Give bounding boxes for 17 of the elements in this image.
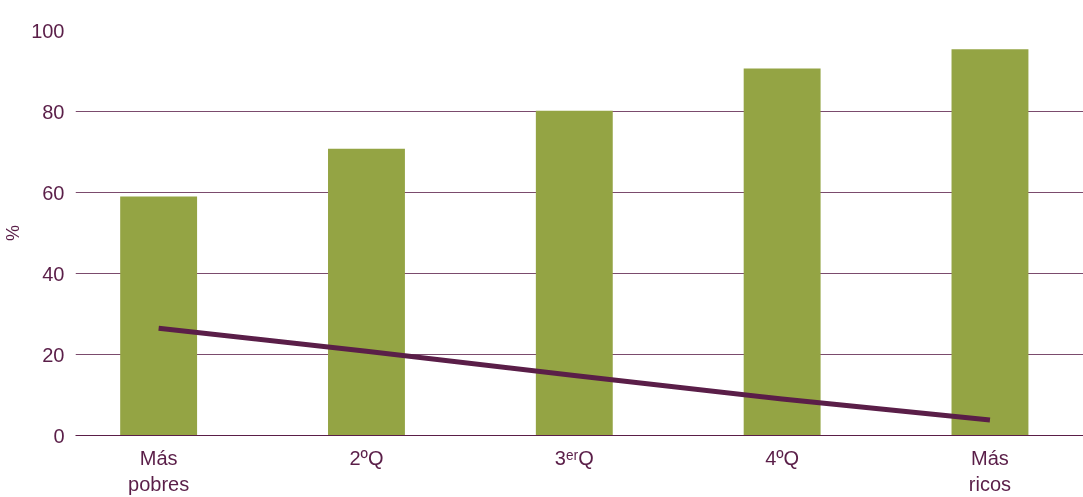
y-tick-label: 60 xyxy=(42,181,65,204)
y-axis-title: % xyxy=(3,224,24,241)
bar xyxy=(535,110,613,436)
y-tick-label: 100 xyxy=(31,19,65,42)
y-tick-label: 20 xyxy=(42,343,65,366)
x-tick-label: 4ºQ xyxy=(765,446,800,469)
y-tick-label: 80 xyxy=(42,100,65,123)
bar xyxy=(328,148,405,436)
x-tick-label: Más ricos xyxy=(968,446,1012,495)
x-tick-label: 3ᵉʳQ xyxy=(554,446,594,469)
bar xyxy=(951,49,1029,436)
x-tick-label: 2ºQ xyxy=(349,446,384,469)
bar xyxy=(743,68,821,436)
y-tick-label: 40 xyxy=(42,262,65,285)
bar xyxy=(120,196,198,436)
x-tick-label: Más pobres xyxy=(128,446,190,495)
y-tick-label: 0 xyxy=(53,424,65,447)
